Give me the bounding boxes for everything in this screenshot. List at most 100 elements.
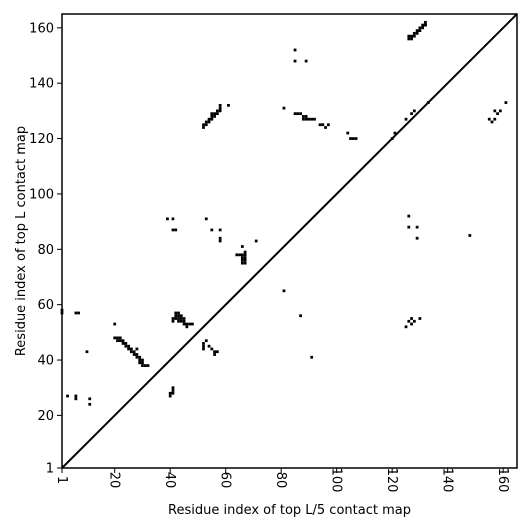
lower-contact-point-52	[182, 319, 186, 323]
lower-contact-point-82	[204, 120, 208, 124]
lower-contact-point-12	[116, 336, 119, 340]
upper-contact-point-39	[299, 112, 302, 116]
upper-contact-point-35	[301, 117, 305, 121]
lower-contact-point-17	[121, 342, 125, 345]
lower-contact-point-92	[218, 106, 222, 110]
lower-contact-point-74	[204, 217, 208, 221]
upper-contact-point-24	[346, 131, 350, 135]
upper-contact-point-36	[296, 112, 300, 116]
upper-contact-point-42	[304, 59, 308, 63]
lower-contact-point-108	[254, 239, 258, 243]
x-tick-label-1: 20	[107, 472, 122, 489]
lower-contact-point-64	[174, 228, 178, 232]
lower-contact-point-36	[135, 347, 139, 351]
upper-contact-point-3	[410, 37, 413, 41]
lower-contact-point-89	[215, 112, 219, 116]
lower-contact-point-5	[74, 397, 78, 401]
lower-contact-point-101	[240, 261, 244, 265]
lower-contact-point-70	[210, 347, 214, 351]
lower-contact-point-102	[243, 261, 247, 265]
lower-contact-point-122	[468, 234, 472, 237]
lower-contact-point-81	[204, 123, 208, 127]
lower-contact-point-13	[118, 336, 122, 340]
lower-contact-point-68	[204, 339, 208, 343]
lower-contact-point-24	[132, 350, 136, 354]
lower-contact-point-18	[124, 342, 128, 345]
lower-contact-point-66	[202, 344, 205, 348]
y-tick-label-2: 40	[37, 354, 54, 369]
upper-contact-point-26	[321, 123, 325, 127]
lower-contact-point-98	[240, 253, 244, 257]
lower-contact-point-100	[240, 258, 244, 262]
upper-contact-point-13	[424, 20, 427, 24]
lower-contact-point-75	[210, 228, 214, 232]
lower-contact-point-46	[174, 311, 178, 315]
lower-contact-point-77	[218, 236, 222, 240]
upper-contact-point-27	[318, 123, 322, 127]
lower-contact-point-22	[129, 347, 133, 351]
lower-contact-point-73	[215, 350, 219, 354]
lower-contact-point-39	[171, 391, 175, 395]
upper-contact-point-40	[293, 48, 297, 52]
upper-contact-point-11	[421, 23, 425, 27]
plot-area	[60, 13, 518, 469]
lower-triangle-points	[60, 103, 472, 406]
upper-contact-point-34	[301, 115, 305, 118]
upper-contact-point-30	[310, 117, 314, 121]
lower-contact-point-67	[202, 342, 205, 345]
lower-contact-point-103	[243, 258, 247, 262]
lower-contact-point-93	[218, 103, 222, 107]
lower-contact-point-62	[171, 217, 175, 221]
lower-contact-point-40	[171, 389, 175, 392]
x-tick-label-2: 40	[162, 472, 177, 489]
upper-contact-point-21	[351, 137, 355, 140]
lower-contact-point-34	[143, 364, 147, 367]
upper-contact-point-9	[418, 26, 422, 30]
lower-contact-point-79	[202, 123, 205, 127]
lower-contact-point-2	[74, 311, 78, 315]
diagonal-line	[61, 13, 518, 469]
lower-contact-point-88	[213, 112, 216, 116]
lower-contact-point-65	[202, 347, 205, 351]
upper-contact-point-10	[421, 26, 425, 30]
lower-contact-point-44	[174, 317, 178, 320]
lower-contact-point-110	[299, 314, 302, 318]
lower-contact-point-42	[171, 319, 175, 323]
lower-contact-point-6	[74, 394, 78, 398]
lower-contact-point-117	[418, 317, 422, 320]
lower-contact-point-118	[407, 225, 411, 229]
lower-contact-point-4	[66, 394, 69, 398]
lower-contact-point-56	[188, 322, 192, 326]
upper-triangle-points	[282, 20, 508, 140]
lower-contact-point-116	[412, 319, 416, 323]
lower-contact-point-105	[243, 253, 247, 257]
lower-contact-point-43	[171, 317, 175, 320]
upper-contact-point-22	[354, 137, 358, 140]
upper-contact-point-47	[487, 117, 491, 121]
lower-contact-point-38	[168, 391, 172, 395]
lower-contact-point-91	[218, 109, 222, 113]
x-tick-label-8: 160	[495, 468, 510, 493]
upper-contact-point-33	[304, 115, 308, 118]
x-tick-label-0: 1	[54, 476, 69, 484]
lower-contact-point-107	[240, 245, 244, 248]
y-tick-label-5: 100	[29, 187, 54, 202]
lower-contact-point-78	[218, 239, 222, 243]
lower-contact-point-99	[240, 256, 244, 259]
y-tick-label-1: 20	[37, 409, 54, 424]
lower-contact-point-53	[182, 322, 186, 326]
lower-contact-point-69	[207, 344, 211, 348]
lower-contact-point-32	[138, 361, 142, 365]
y-tick-label-6: 120	[29, 132, 54, 147]
lower-contact-point-45	[174, 314, 178, 318]
upper-contact-point-38	[282, 106, 286, 110]
upper-contact-point-44	[493, 109, 497, 113]
y-tick-label-3: 60	[37, 298, 54, 313]
lower-contact-point-15	[118, 339, 122, 343]
lower-contact-point-104	[243, 256, 247, 259]
lower-contact-point-10	[113, 322, 117, 326]
upper-contact-point-5	[412, 31, 416, 35]
lower-contact-point-90	[215, 109, 219, 113]
upper-contact-point-48	[490, 120, 494, 124]
